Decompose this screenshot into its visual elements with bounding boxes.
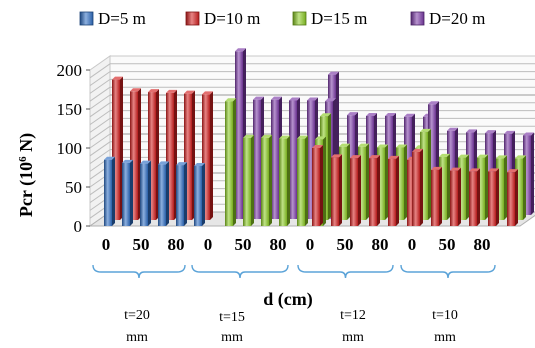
gridline-side — [89, 141, 111, 157]
legend-swatch — [79, 11, 94, 26]
bar-d-10-m-13 — [331, 154, 342, 226]
gridline-side — [89, 63, 111, 79]
bar-d-10-m-14 — [350, 155, 361, 226]
bar-d-10-m-12 — [312, 145, 323, 226]
group-label-line2: mm — [126, 330, 148, 345]
legend-item: D=20 m — [410, 9, 485, 28]
y-axis-title: Pcr (106 N) — [16, 133, 37, 217]
bar-d-5-m-4 — [176, 162, 187, 226]
group-bracket — [400, 264, 496, 279]
x-tick-label: 50 — [133, 235, 150, 254]
bar-d-10-m-15 — [369, 155, 380, 226]
bar-d-10-m-22 — [488, 168, 499, 226]
bar-d-15-m-7 — [243, 134, 254, 226]
bar-d-15-m-8 — [261, 134, 272, 226]
bar-d-5-m-1 — [122, 159, 133, 226]
bar-d-15-m-23 — [515, 155, 526, 220]
group-label-line2: mm — [221, 330, 243, 345]
bar-d-15-m-15 — [377, 144, 388, 220]
x-tick-label: 0 — [306, 235, 315, 254]
bar-d-5-m-0 — [104, 156, 115, 226]
gridline-side — [89, 94, 111, 110]
legend-item: D=15 m — [292, 9, 367, 28]
gridline-side — [89, 110, 111, 126]
bar-d-15-m-21 — [477, 154, 488, 220]
group-label-line2: mm — [342, 330, 364, 345]
x-tick-label: 0 — [408, 235, 417, 254]
group-label-line1: t=10 — [432, 308, 458, 323]
bar-d-15-m-13 — [339, 143, 350, 220]
bar-d-10-m-16 — [388, 155, 399, 226]
x-tick-label: 80 — [372, 235, 389, 254]
gridline-side — [89, 71, 111, 87]
gridline-side — [89, 86, 111, 102]
legend-swatch — [292, 11, 307, 26]
gridline-side — [89, 78, 111, 94]
group-bracket — [297, 264, 394, 279]
bar-d-10-m-5 — [202, 91, 213, 220]
x-tick-label: 80 — [168, 235, 185, 254]
x-tick-label: 50 — [337, 235, 354, 254]
bar-d-15-m-22 — [496, 155, 507, 220]
legend-item: D=10 m — [185, 9, 260, 28]
gridline-side — [89, 133, 111, 149]
bar-d-15-m-16 — [396, 144, 407, 220]
legend-label: D=10 m — [204, 9, 260, 28]
legend-label: D=15 m — [311, 9, 367, 28]
x-tick-label: 0 — [204, 235, 213, 254]
x-axis-title: d (cm) — [263, 289, 312, 310]
x-tick-label: 50 — [235, 235, 252, 254]
bar-d-15-m-20 — [458, 154, 469, 220]
gridline-side — [89, 125, 111, 141]
gridline-side — [89, 149, 111, 165]
legend-swatch — [185, 11, 200, 26]
y-tick-label: 150 — [57, 100, 83, 119]
bar-d-5-m-5 — [194, 162, 205, 226]
group-label-line1: t=12 — [340, 308, 366, 323]
group-label-line1: t=15 — [219, 310, 245, 325]
y-tick-label: 50 — [65, 178, 82, 197]
x-tick-label: 0 — [102, 235, 111, 254]
bar-d-10-m-23 — [507, 169, 518, 226]
gridline-side — [89, 102, 111, 118]
legend-label: D=20 m — [429, 9, 485, 28]
bar-d-10-m-19 — [431, 166, 442, 226]
legend-label: D=5 m — [98, 9, 146, 28]
x-tick-label: 50 — [439, 235, 456, 254]
bar-d-5-m-2 — [140, 160, 151, 226]
bar-d-15-m-6 — [225, 98, 236, 226]
bar-d-15-m-10 — [297, 135, 308, 226]
group-label-line2: mm — [434, 330, 456, 345]
bar-d-15-m-18 — [420, 128, 431, 220]
x-tick-label: 80 — [474, 235, 491, 254]
y-tick-label: 100 — [57, 139, 83, 158]
bar-d-10-m-18 — [412, 148, 423, 226]
y-tick-label: 0 — [74, 217, 83, 236]
group-bracket — [92, 264, 186, 279]
gridline-side — [89, 117, 111, 133]
bar-d-15-m-19 — [439, 153, 450, 220]
bar-d-15-m-14 — [358, 143, 369, 220]
bar-d-5-m-3 — [158, 161, 169, 226]
x-tick-label: 80 — [270, 235, 287, 254]
legend-swatch — [410, 11, 425, 26]
y-tick-label: 200 — [57, 61, 83, 80]
bar-d-20-m-23 — [523, 132, 534, 215]
bar-d-15-m-9 — [279, 135, 290, 226]
bar-d-10-m-20 — [450, 167, 461, 226]
group-bracket — [191, 264, 289, 279]
legend-item: D=5 m — [79, 9, 146, 28]
bar-d-10-m-21 — [469, 168, 480, 226]
group-label-line1: t=20 — [124, 308, 150, 323]
